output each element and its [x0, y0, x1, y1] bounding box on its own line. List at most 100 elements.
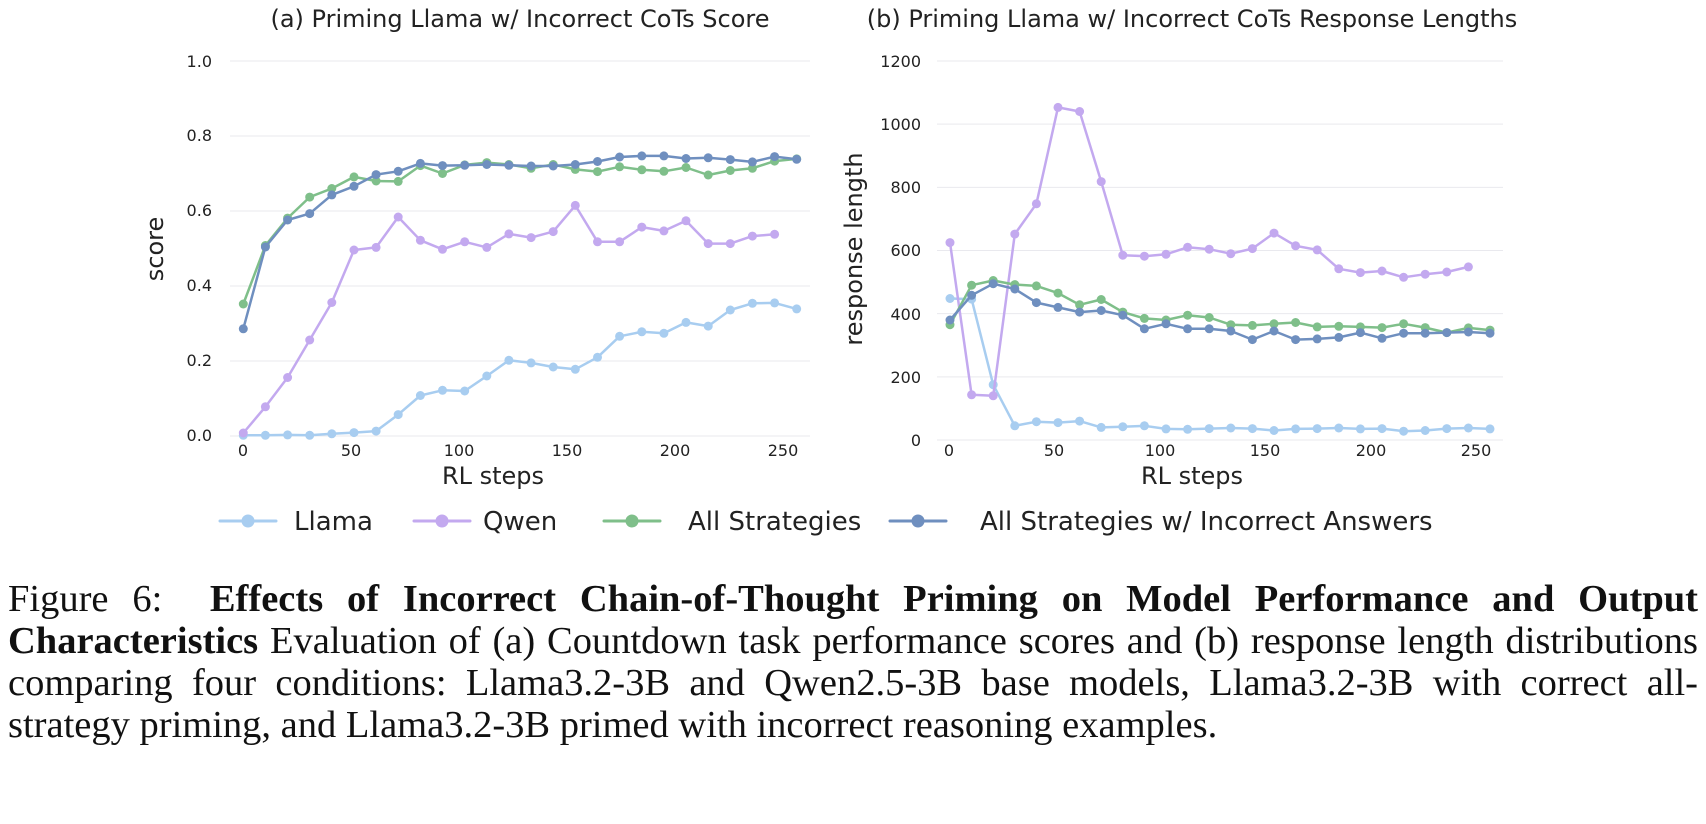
y-axis-label-b: response length [840, 152, 868, 345]
data-point [1118, 422, 1128, 432]
data-point [615, 331, 625, 341]
x-axis-label-b: RL steps [1141, 462, 1243, 490]
data-point [1291, 335, 1301, 345]
data-point [305, 209, 315, 219]
data-point [1399, 319, 1409, 329]
data-point [1183, 424, 1193, 434]
x-tick-label: 100 [1145, 441, 1176, 460]
data-point [504, 229, 514, 239]
data-point [1377, 266, 1387, 276]
y-tick-label: 400 [890, 305, 921, 324]
data-point [570, 200, 580, 210]
data-point [1075, 307, 1085, 317]
x-tick-label: 50 [341, 441, 361, 460]
data-point [770, 229, 780, 239]
y-tick-label: 0.8 [187, 126, 212, 145]
x-tick-label: 250 [1461, 441, 1492, 460]
data-point [305, 335, 315, 345]
data-point [747, 163, 757, 173]
data-point [238, 428, 248, 438]
data-point [1118, 310, 1128, 320]
data-point [703, 153, 713, 163]
data-point [504, 160, 514, 170]
data-point [283, 373, 293, 382]
data-point [1226, 423, 1236, 433]
data-point [1463, 262, 1473, 272]
y-tick-label: 0.2 [187, 351, 212, 370]
y-tick-label: 1200 [880, 52, 921, 71]
data-point [1053, 302, 1063, 312]
data-point [1031, 281, 1041, 291]
data-point [1269, 426, 1279, 435]
data-point [615, 237, 625, 247]
legend-item-all-strategies-incorrect: All Strategies w/ Incorrect Answers [888, 507, 1433, 537]
x-tick-label: 250 [768, 441, 799, 460]
data-point [1485, 328, 1495, 338]
y-tick-label: 200 [890, 368, 921, 387]
data-point [460, 237, 470, 247]
x-axis-label-a: RL steps [442, 462, 544, 490]
data-point [1053, 288, 1063, 298]
data-point [593, 352, 602, 362]
data-point [1269, 228, 1279, 238]
data-point [1226, 249, 1236, 259]
data-point [349, 172, 359, 182]
data-point [526, 358, 536, 368]
legend-label: Qwen [483, 507, 557, 537]
data-point [415, 235, 425, 245]
legend-label: Llama [294, 507, 373, 537]
data-point [415, 158, 425, 168]
data-point [792, 154, 802, 164]
data-point [1226, 320, 1236, 330]
data-point [703, 239, 713, 249]
y-tick-label: 1000 [880, 115, 921, 134]
data-point [327, 184, 337, 193]
data-point [659, 328, 669, 338]
data-point [659, 151, 669, 161]
y-tick-label: 0.6 [187, 201, 212, 220]
data-point [349, 428, 359, 438]
data-point [681, 317, 691, 327]
score-chart: (a) Priming Llama w/ Incorrect CoTs Scor… [141, 5, 810, 490]
data-point [1334, 423, 1344, 433]
legend-swatch-marker [241, 514, 255, 528]
gridlines-b [937, 60, 1503, 441]
data-point [1291, 424, 1301, 434]
data-point [1334, 321, 1344, 331]
legend-item-llama: Llama [218, 507, 373, 537]
data-point [1096, 422, 1106, 432]
x-tick-label: 150 [1250, 441, 1281, 460]
data-point [1399, 328, 1409, 338]
data-point [1291, 241, 1301, 251]
y-tick-label: 0.4 [187, 276, 212, 295]
data-point [393, 176, 403, 186]
data-point [438, 161, 447, 171]
data-point [1334, 332, 1344, 342]
x-tick-label: 150 [552, 441, 583, 460]
data-point [1442, 267, 1452, 277]
y-tick-labels-a: 0.0 0.2 0.4 0.6 0.8 1.0 [187, 52, 212, 445]
data-point [703, 170, 713, 180]
data-point [260, 430, 270, 440]
data-point [615, 152, 625, 162]
data-point [1053, 418, 1063, 428]
data-point [305, 430, 315, 440]
data-point [1010, 229, 1020, 239]
data-point [371, 242, 381, 252]
data-point [1355, 424, 1365, 434]
data-point [393, 212, 403, 222]
caption-text: Evaluation of (a) Countdown task perform… [8, 620, 1698, 746]
data-point [371, 426, 381, 436]
data-point [1031, 199, 1041, 209]
data-point [1118, 250, 1128, 260]
data-point [1247, 320, 1257, 330]
data-point [637, 165, 647, 175]
data-point [1355, 328, 1365, 338]
legend-label: All Strategies [688, 507, 861, 537]
caption-label: Figure 6: [8, 578, 163, 620]
data-point [637, 151, 647, 161]
data-point [1463, 423, 1473, 433]
data-point [482, 160, 492, 169]
legend-swatch-marker [911, 514, 925, 528]
data-point [349, 181, 359, 191]
